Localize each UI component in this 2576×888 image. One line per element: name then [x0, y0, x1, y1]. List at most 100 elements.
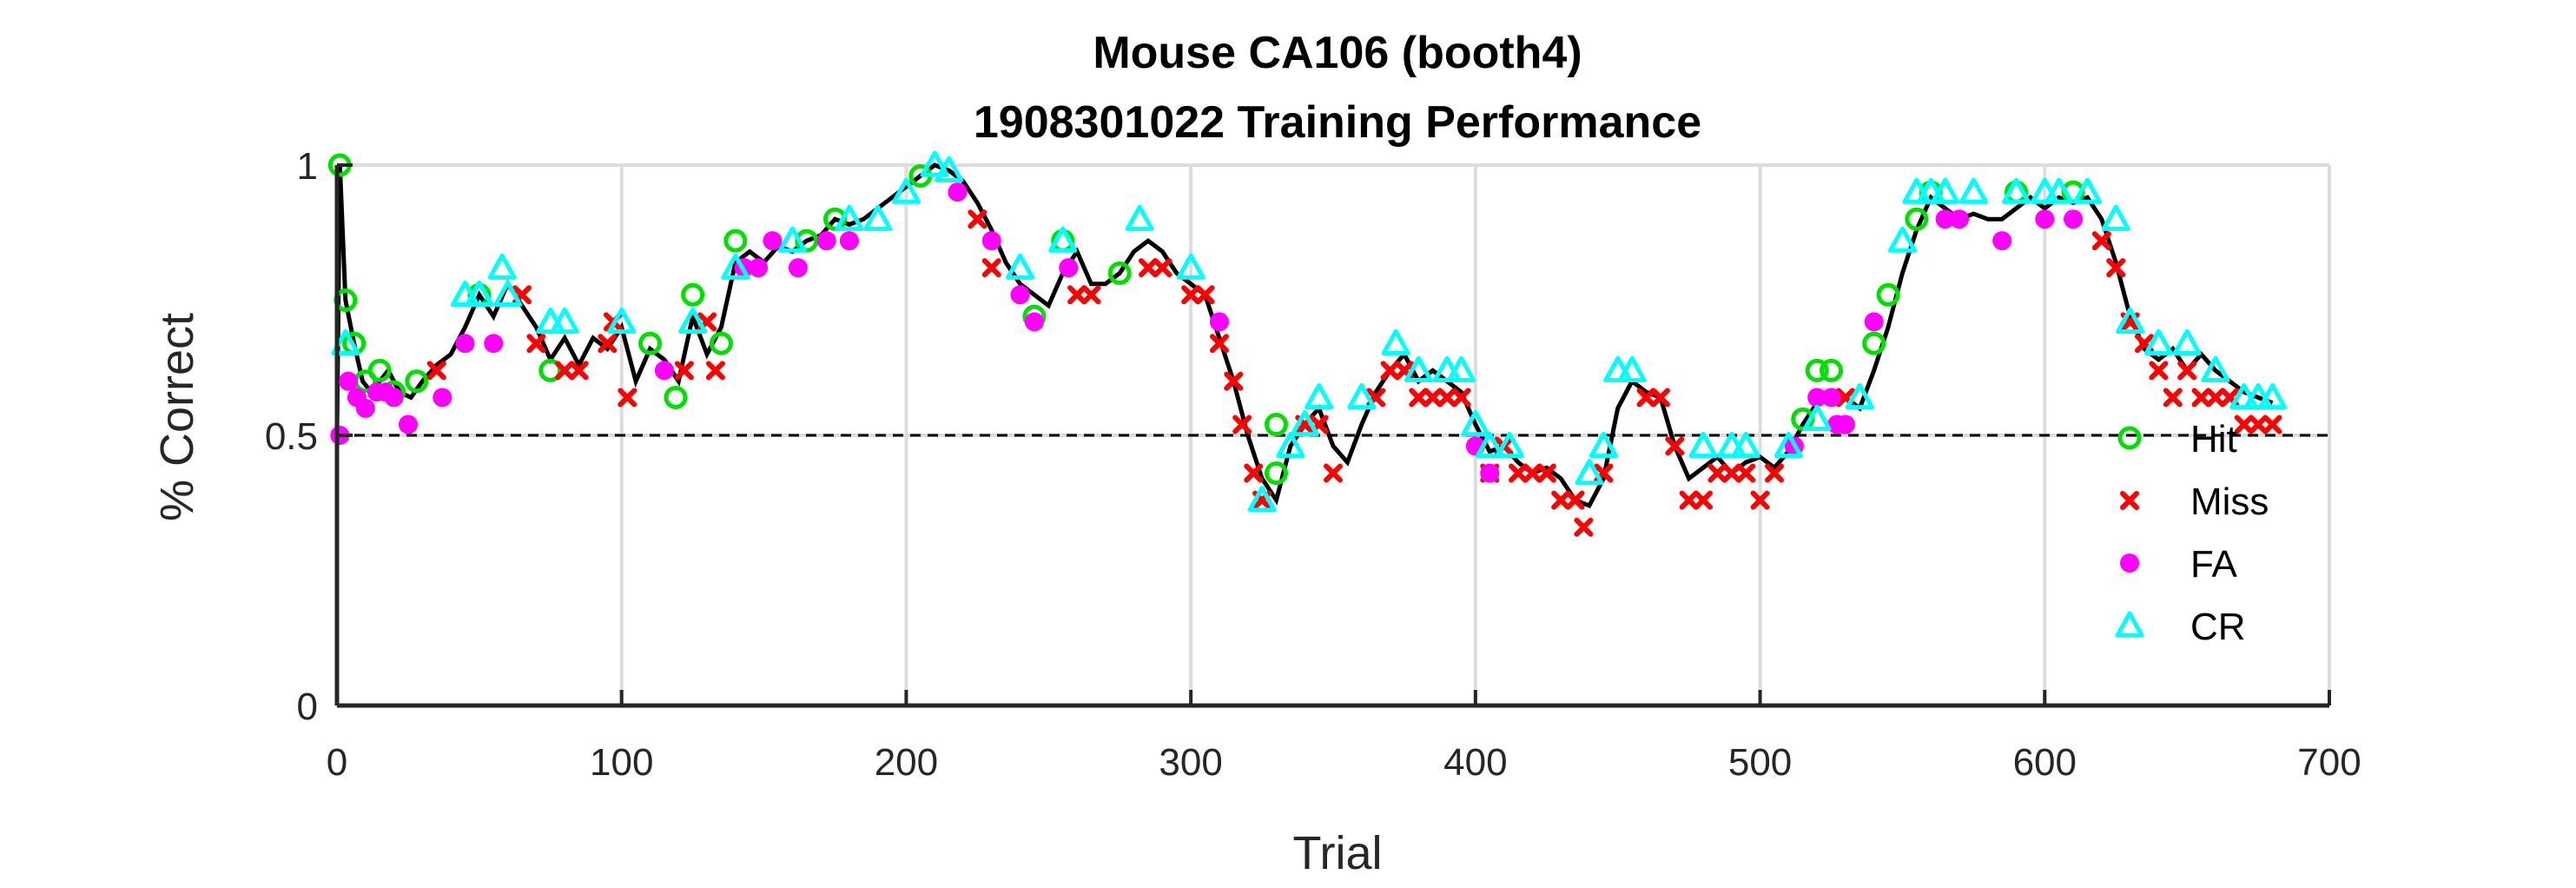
cr-marker — [607, 307, 637, 335]
miss-marker — [1195, 285, 1215, 305]
miss-marker — [1244, 463, 1264, 483]
cr-marker — [1290, 410, 1319, 437]
y-tick-label: 1 — [297, 145, 318, 188]
cr-marker — [2143, 328, 2173, 355]
fa-marker — [1010, 285, 1030, 305]
miss-marker — [598, 334, 618, 354]
hit-marker — [1876, 282, 1900, 307]
cr-marker — [1931, 177, 1960, 204]
cr-marker — [1305, 382, 1334, 410]
legend: Hit Miss FA CR — [2115, 418, 2269, 648]
cr-marker — [465, 280, 494, 307]
fa-marker — [654, 361, 674, 381]
miss-marker — [1509, 463, 1529, 483]
cr-marker — [1347, 382, 1377, 410]
cr-marker — [487, 253, 517, 280]
legend-cr-marker — [2115, 611, 2144, 638]
cr-marker — [1575, 459, 1604, 486]
fa-marker — [1024, 312, 1044, 332]
miss-marker — [2149, 361, 2169, 381]
cr-marker — [2044, 177, 2074, 204]
series-miss — [426, 209, 2282, 537]
cr-marker — [678, 307, 708, 335]
cr-marker — [2072, 177, 2102, 204]
miss-marker — [2177, 361, 2197, 381]
x-tick-label: 100 — [590, 741, 653, 784]
miss-marker — [2262, 414, 2282, 434]
miss-marker — [1636, 388, 1656, 408]
cr-marker — [1381, 328, 1410, 355]
chart-title-line-2: 1908301022 Training Performance — [974, 97, 1701, 148]
cr-marker — [721, 253, 750, 280]
fa-marker — [384, 388, 404, 408]
hit-marker — [1107, 261, 1132, 285]
cr-marker — [835, 204, 864, 231]
fa-marker — [1059, 258, 1079, 278]
miss-marker — [1380, 361, 1400, 381]
cr-marker — [920, 150, 949, 177]
miss-marker — [1181, 285, 1201, 305]
fa-marker — [2035, 209, 2055, 229]
miss-marker — [981, 258, 1001, 278]
cr-marker — [1495, 431, 1524, 459]
fa-marker — [1821, 388, 1841, 408]
fa-marker — [2064, 209, 2084, 229]
cr-marker — [331, 328, 360, 355]
miss-marker — [1324, 463, 1343, 483]
miss-marker — [1707, 463, 1727, 483]
cr-marker — [1404, 355, 1433, 383]
miss-marker — [674, 361, 694, 381]
series-cr — [331, 150, 2287, 513]
hit-marker — [664, 385, 688, 409]
cr-marker — [1475, 431, 1504, 459]
cr-marker — [1773, 431, 1803, 459]
x-tick-label: 700 — [2297, 741, 2361, 784]
legend-fa-marker — [2120, 553, 2139, 573]
cr-marker — [1125, 204, 1154, 231]
cr-marker — [1802, 404, 1832, 432]
fa-marker — [1949, 209, 1969, 229]
miss-marker — [1721, 463, 1741, 483]
cr-marker — [863, 204, 893, 231]
x-tick-label: 600 — [2013, 741, 2077, 784]
fa-marker — [1209, 312, 1229, 332]
cr-marker — [1845, 382, 1874, 410]
miss-marker — [1736, 463, 1756, 483]
hit-marker — [367, 358, 392, 382]
miss-marker — [1694, 490, 1714, 510]
hit-marker — [1905, 207, 1929, 231]
miss-marker — [1764, 463, 1784, 483]
y-tick-label: 0.5 — [265, 415, 318, 458]
hit-marker — [681, 282, 705, 307]
cr-marker — [2201, 355, 2230, 383]
fa-marker — [981, 231, 1001, 251]
x-axis-label: Trial — [1293, 827, 1383, 879]
cr-marker — [2257, 382, 2287, 410]
hit-marker — [1805, 358, 1829, 382]
fa-marker — [763, 231, 783, 251]
fa-marker — [433, 388, 452, 408]
hit-marker — [1264, 461, 1288, 486]
miss-marker — [1138, 258, 1158, 278]
miss-marker — [2091, 231, 2111, 251]
miss-marker — [1679, 490, 1699, 510]
miss-marker — [2106, 258, 2126, 278]
miss-marker — [1224, 371, 1244, 391]
y-axis-label: % Correct — [151, 313, 203, 521]
miss-marker — [426, 361, 446, 381]
fa-marker — [1480, 463, 1500, 483]
cr-marker — [1589, 431, 1618, 459]
hit-marker — [709, 331, 733, 355]
miss-marker — [1437, 388, 1457, 408]
miss-marker — [1750, 490, 1770, 510]
cr-marker — [1176, 253, 1205, 280]
hit-marker — [1862, 331, 1886, 355]
miss-marker — [2191, 388, 2211, 408]
cr-marker — [1887, 226, 1917, 253]
miss-marker — [1565, 490, 1585, 510]
miss-marker — [1209, 334, 1229, 354]
fa-marker — [484, 334, 504, 354]
miss-marker — [1232, 414, 1252, 434]
cr-marker — [935, 156, 964, 182]
